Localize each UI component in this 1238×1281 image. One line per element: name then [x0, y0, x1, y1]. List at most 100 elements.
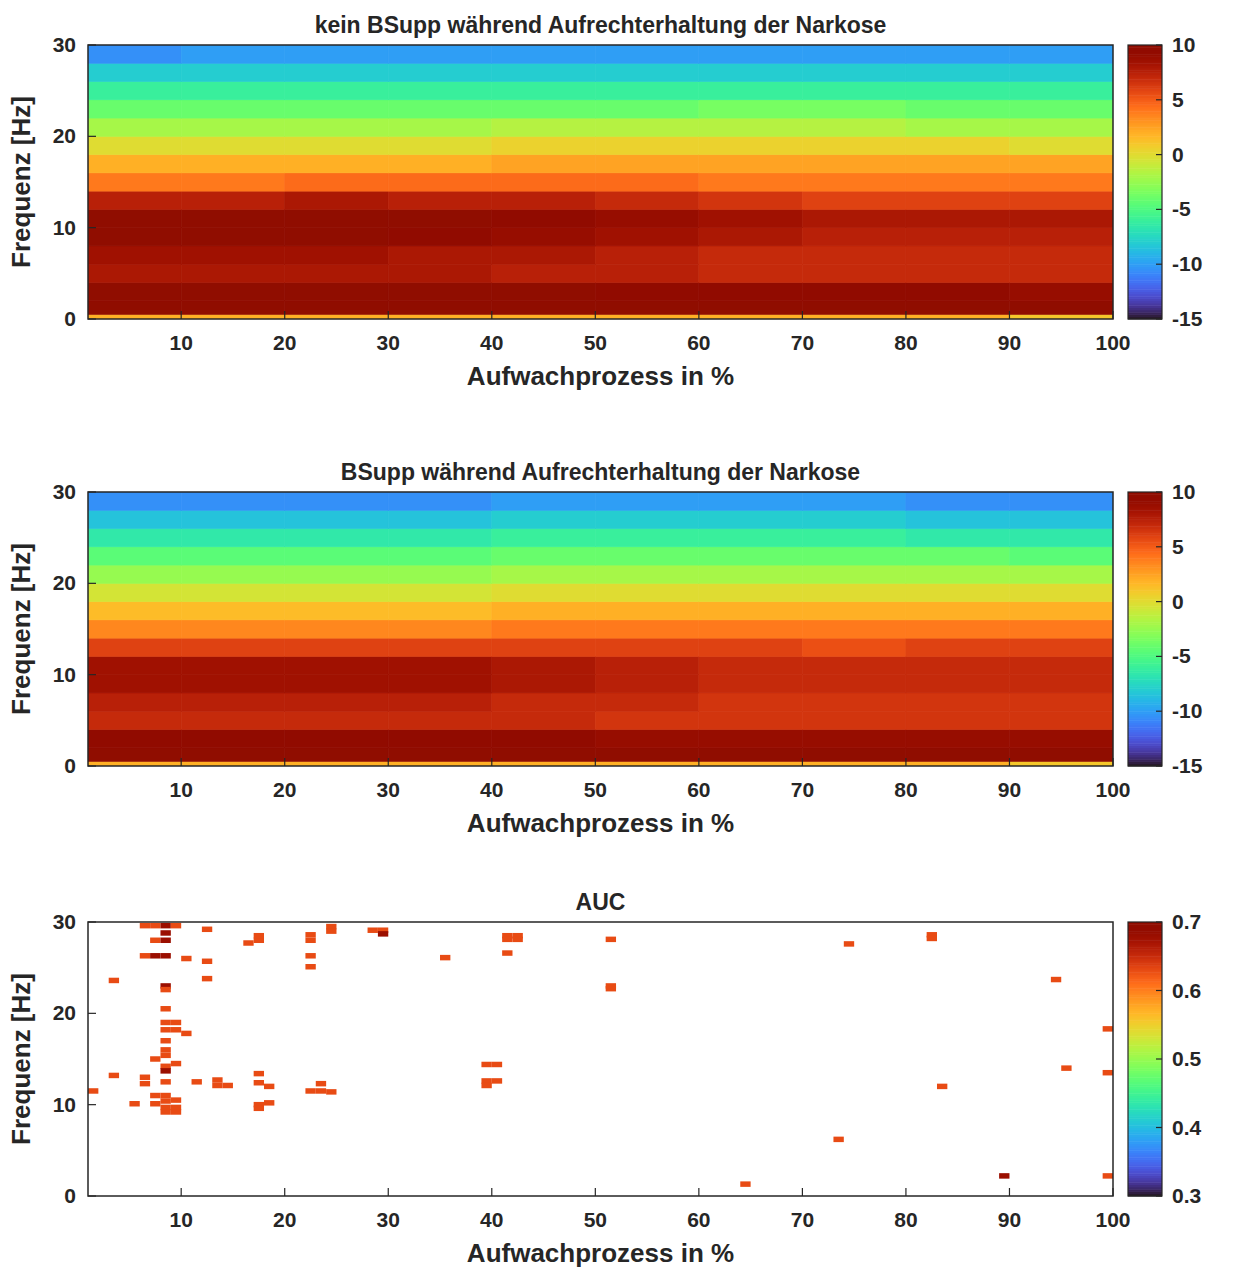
heat-cell [906, 565, 1010, 583]
y-tick [88, 674, 96, 675]
y-tick [88, 44, 96, 45]
heat-cell [285, 282, 389, 300]
heat-cell [285, 228, 389, 246]
heat-cell [802, 100, 906, 118]
auc-cell [481, 1062, 491, 1067]
colorbar-tick-label: 0.3 [1172, 1184, 1201, 1207]
x-tick-label: 100 [1095, 331, 1130, 354]
auc-cell [606, 937, 616, 942]
auc-cell [171, 1097, 181, 1102]
y-tick-label: 20 [53, 571, 76, 594]
heat-cell [492, 118, 596, 136]
auc-cell [326, 928, 336, 933]
x-tick [905, 311, 906, 319]
heat-cell [699, 729, 803, 747]
heat-cell [802, 246, 906, 264]
heat-cell [595, 282, 699, 300]
heat-cell [906, 136, 1010, 154]
auc-cell [150, 923, 160, 928]
auc-cell [160, 1079, 170, 1084]
auc-cell [160, 938, 170, 943]
y-tick-label: 20 [53, 124, 76, 147]
x-tick [388, 758, 389, 766]
heat-cell [1009, 45, 1113, 63]
heat-cell [88, 136, 181, 154]
heat-cell [492, 82, 596, 100]
colorbar-tick [1156, 601, 1162, 602]
heat-cell [285, 301, 389, 315]
heat-cell [802, 301, 906, 315]
heat-cell [699, 565, 803, 583]
heat-cell [699, 282, 803, 300]
heat-cell [595, 748, 699, 762]
x-tick-label: 40 [480, 778, 503, 801]
heat-cell [492, 638, 596, 656]
heat-cell [492, 492, 596, 510]
auc-cell [1061, 1065, 1071, 1070]
auc-cell [833, 1137, 843, 1142]
heat-cell [906, 638, 1010, 656]
heat-cell [285, 118, 389, 136]
auc-cell [326, 1089, 336, 1094]
heat-cell [181, 282, 285, 300]
auc-cell [160, 1098, 170, 1103]
auc-cell [502, 950, 512, 955]
auc-cell [181, 956, 191, 961]
x-tick-label: 30 [377, 1208, 400, 1231]
heat-cell [699, 547, 803, 565]
heat-cell [595, 620, 699, 638]
heat-cell [388, 529, 492, 547]
panel-title: kein BSupp während Aufrechterhaltung der… [315, 12, 887, 38]
heat-cell [492, 301, 596, 315]
heat-cell [1009, 100, 1113, 118]
auc-cell [492, 1078, 502, 1083]
heat-cell [1009, 264, 1113, 282]
heat-cell [492, 748, 596, 762]
heat-cell [906, 675, 1010, 693]
colorbar-tick-label: -5 [1172, 644, 1191, 667]
auc-cell [181, 1031, 191, 1036]
heat-cell [595, 675, 699, 693]
auc-cell [1051, 977, 1061, 982]
heat-cell [1009, 191, 1113, 209]
auc-cell [140, 923, 150, 928]
heat-cell [595, 45, 699, 63]
x-axis-title: Aufwachprozess in % [467, 808, 734, 838]
heat-cell [388, 100, 492, 118]
heat-cell [1009, 693, 1113, 711]
heat-cell [595, 136, 699, 154]
heat-cell [88, 620, 181, 638]
heat-cell [88, 209, 181, 227]
heat-cell [388, 301, 492, 315]
heat-cell [699, 492, 803, 510]
auc-cell [160, 1047, 170, 1052]
auc-cell [1103, 1173, 1113, 1178]
heat-cell [595, 301, 699, 315]
heat-cell [88, 118, 181, 136]
x-tick [1009, 758, 1010, 766]
heat-cell [699, 602, 803, 620]
x-tick-label: 30 [377, 778, 400, 801]
heat-cell [802, 282, 906, 300]
auc-cell [440, 955, 450, 960]
heat-cell [699, 264, 803, 282]
x-tick-label: 100 [1095, 1208, 1130, 1231]
x-tick-label: 50 [584, 1208, 607, 1231]
heat-cell [492, 729, 596, 747]
auc-cell [160, 930, 170, 935]
x-tick [1112, 311, 1113, 319]
x-tick-label: 90 [998, 331, 1021, 354]
colorbar-tick [1156, 711, 1162, 712]
x-tick [388, 311, 389, 319]
panel-title: BSupp während Aufrechterhaltung der Nark… [341, 459, 860, 485]
heat-cell [285, 693, 389, 711]
heat-cell [1009, 118, 1113, 136]
heat-cell [906, 246, 1010, 264]
heat-cell [802, 620, 906, 638]
heat-cell [181, 693, 285, 711]
heat-cell [595, 82, 699, 100]
auc-cell [171, 1061, 181, 1066]
auc-cell [254, 1106, 264, 1111]
y-tick-label: 20 [53, 1001, 76, 1024]
heat-cell [285, 510, 389, 528]
